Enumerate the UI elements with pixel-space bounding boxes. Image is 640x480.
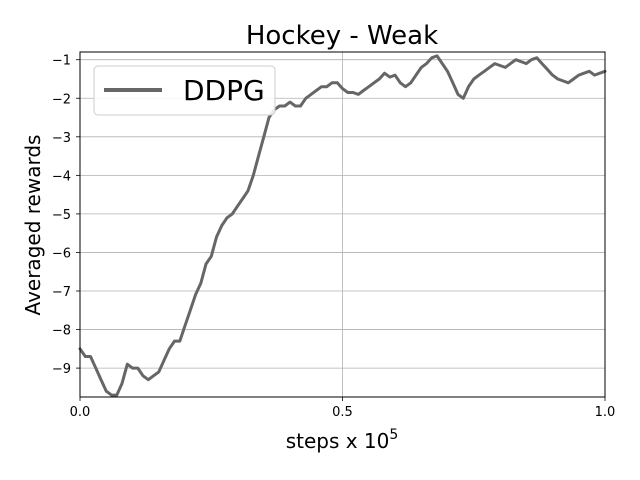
- plot-series: [78, 54, 607, 397]
- y-tick-label: −3: [52, 131, 71, 146]
- x-axis: 0.0 0.5 1.0: [70, 397, 616, 420]
- x-axis-label-text: steps x 10: [286, 429, 390, 453]
- legend-label: DDPG: [183, 74, 265, 107]
- y-tick-label: −4: [52, 169, 71, 184]
- x-tick-label: 0.5: [332, 405, 353, 420]
- series-line-ddpg: [78, 54, 607, 397]
- y-tick-label: −6: [52, 246, 71, 261]
- legend-box: [93, 65, 276, 116]
- chart-title: Hockey - Weak: [246, 21, 438, 51]
- y-tick-label: −7: [52, 285, 71, 300]
- y-tick-label: −8: [52, 324, 71, 339]
- x-axis-label-exponent: 5: [389, 427, 398, 443]
- y-tick-label: −9: [52, 362, 71, 377]
- y-tick-label: −5: [52, 208, 71, 223]
- y-axis-label: Averaged rewards: [21, 135, 45, 316]
- x-tick-label: 1.0: [595, 405, 616, 420]
- x-axis-label: steps x 105: [286, 427, 399, 453]
- y-tick-label: −1: [52, 54, 71, 69]
- legend: DDPG: [93, 65, 276, 116]
- y-tick-label: −2: [52, 92, 71, 107]
- y-axis: −9 −8 −7 −6 −5 −4 −3 −2 −1: [52, 54, 80, 377]
- x-tick-label: 0.0: [70, 405, 91, 420]
